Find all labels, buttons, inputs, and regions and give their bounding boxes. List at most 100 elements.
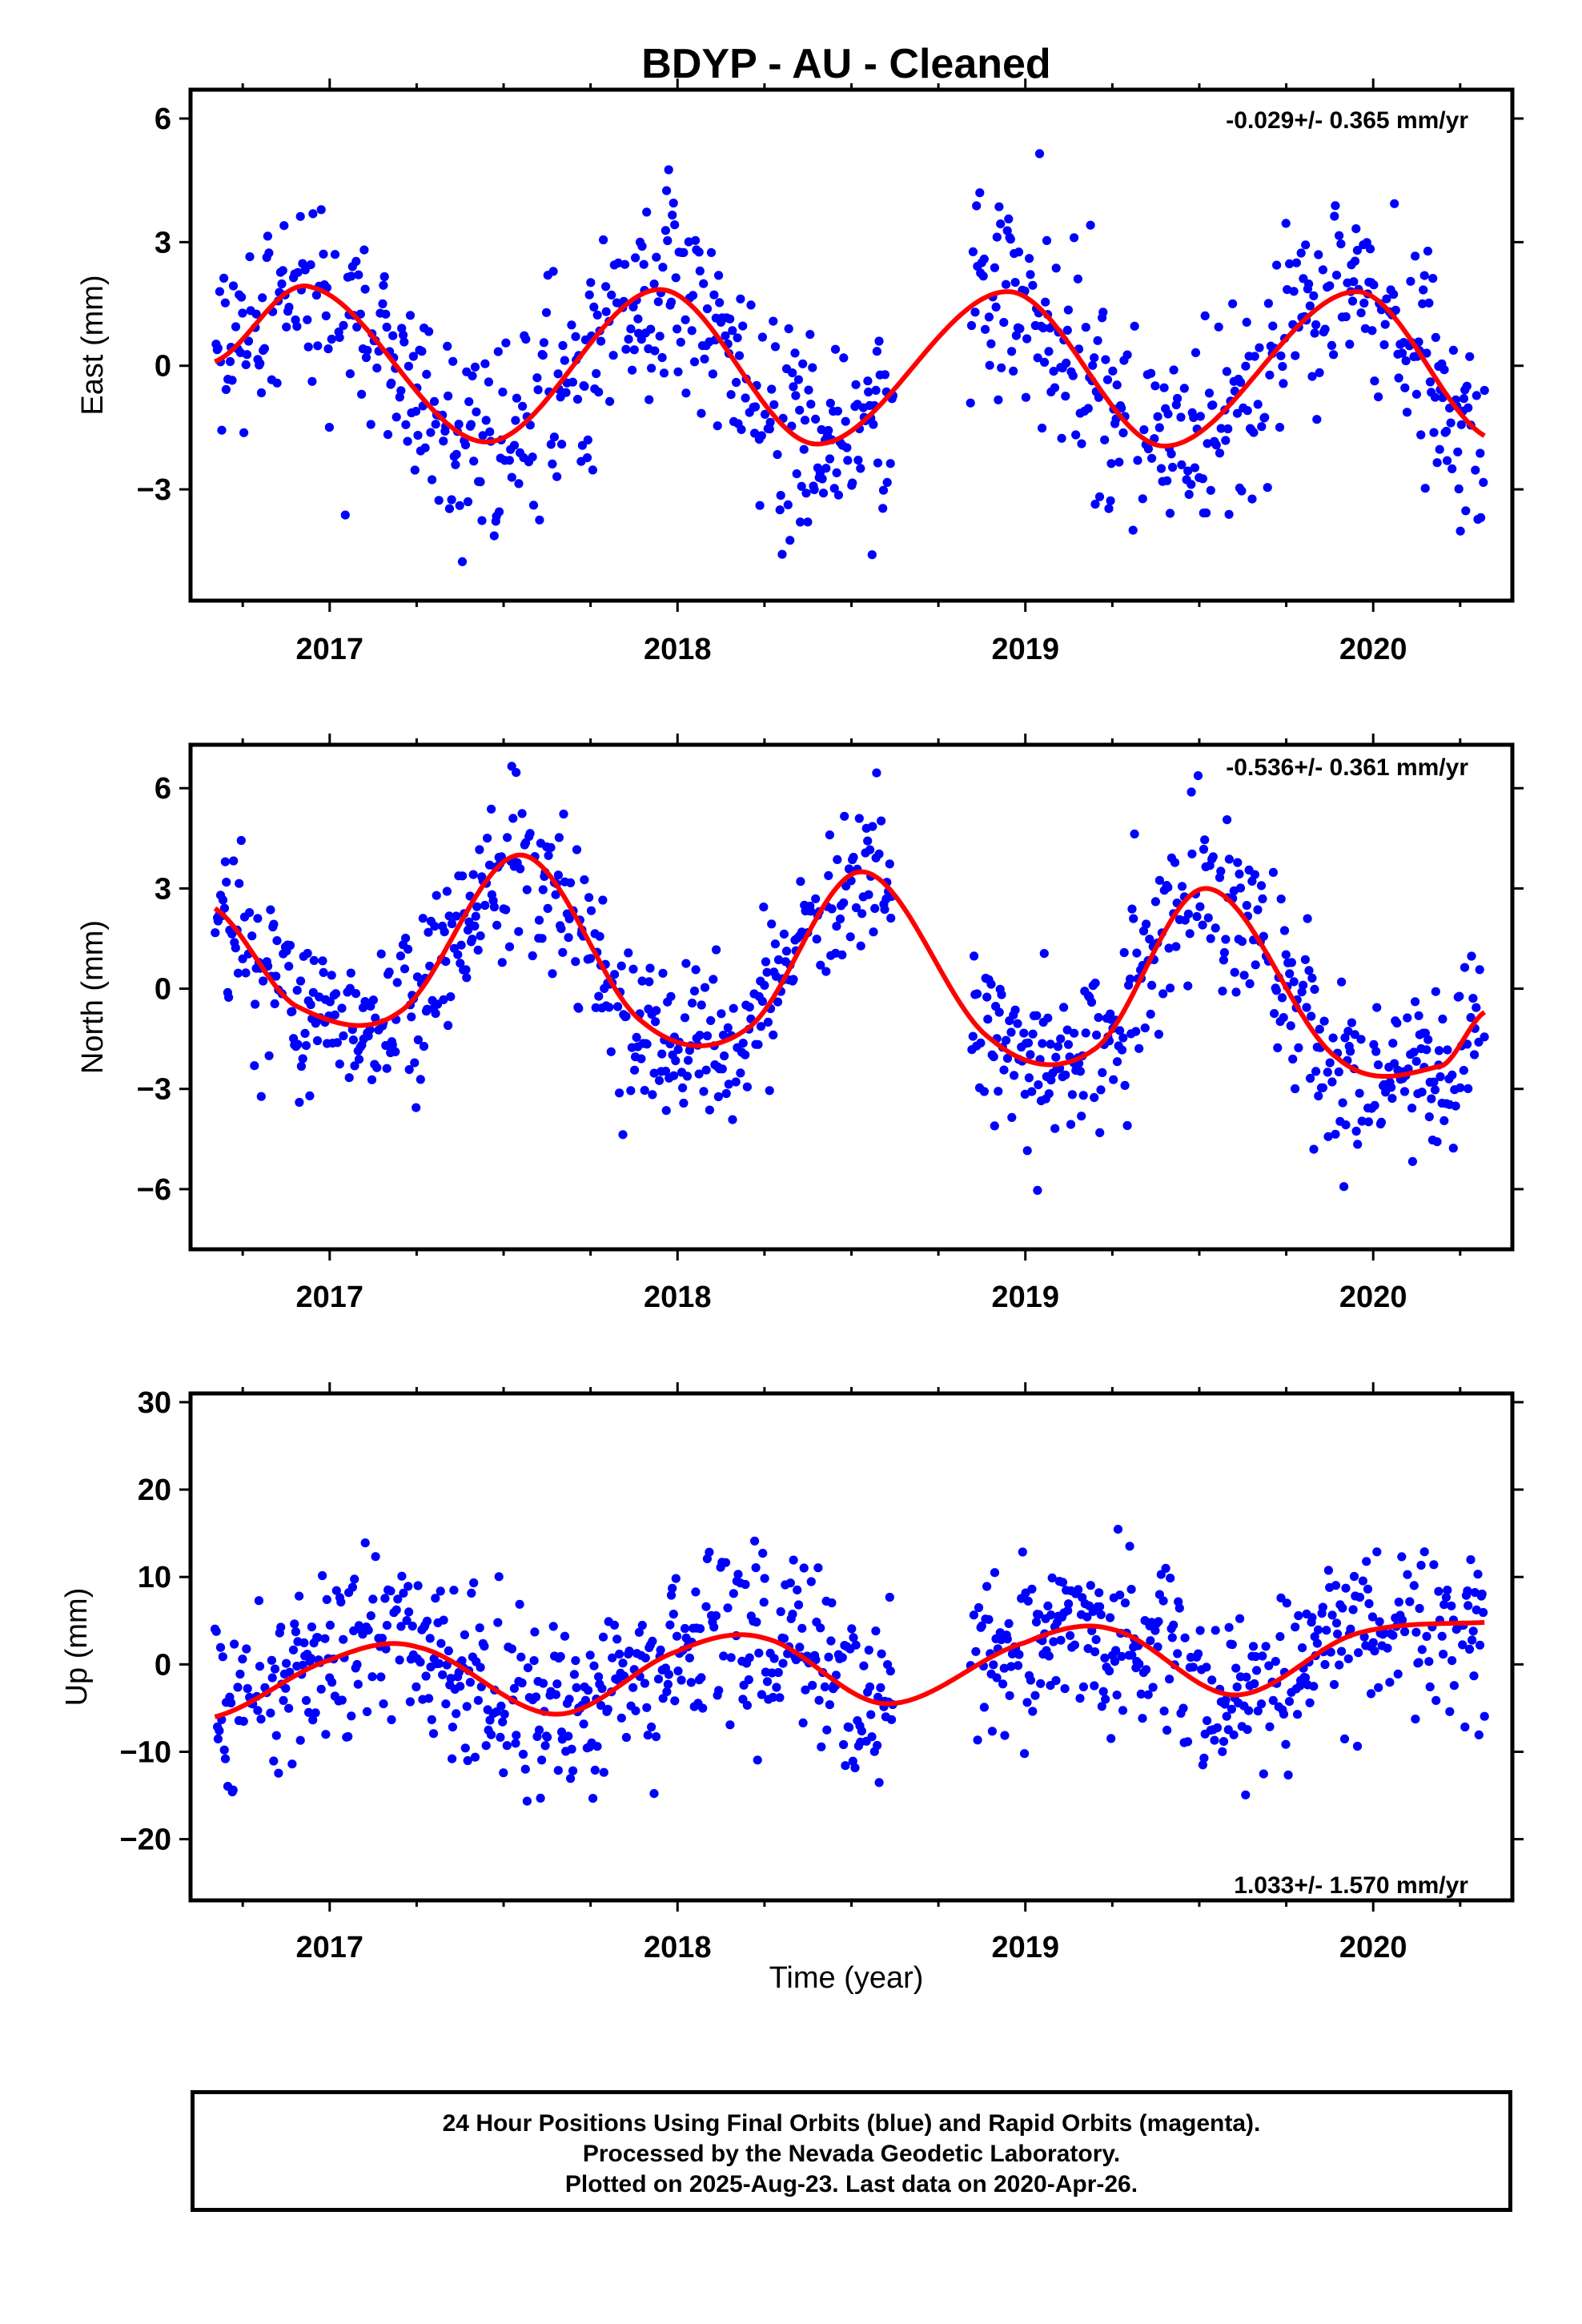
data-point (481, 416, 491, 425)
data-point (292, 986, 302, 995)
data-point (233, 968, 243, 978)
data-point (851, 380, 861, 389)
data-point (1309, 1682, 1319, 1691)
data-point (311, 1708, 320, 1718)
data-point (516, 864, 525, 874)
data-point (580, 381, 589, 391)
data-point (354, 1055, 364, 1064)
data-point (624, 1647, 634, 1656)
data-point (857, 909, 867, 919)
data-point (752, 1617, 761, 1627)
data-point (444, 911, 454, 921)
data-point (1288, 1054, 1298, 1064)
data-point (1057, 433, 1066, 443)
data-point (1291, 258, 1301, 267)
data-point (658, 263, 668, 272)
data-point (1273, 1043, 1283, 1052)
data-point (1411, 997, 1420, 1007)
data-point (1331, 1581, 1341, 1590)
data-point (1170, 858, 1180, 867)
data-point (851, 1640, 861, 1650)
data-point (1235, 869, 1244, 879)
data-point (441, 1699, 451, 1709)
y-tick-label: 10 (138, 1561, 171, 1594)
data-point (1271, 986, 1281, 995)
data-point (1162, 1725, 1172, 1735)
data-point (253, 1706, 263, 1715)
data-point (841, 416, 850, 426)
data-point (468, 935, 477, 944)
data-point (1241, 1790, 1251, 1799)
data-point (1051, 263, 1061, 273)
data-point (1462, 381, 1472, 391)
data-point (1425, 1682, 1435, 1691)
data-point (1136, 1689, 1146, 1699)
data-point (1456, 526, 1465, 536)
data-point (1309, 291, 1319, 300)
data-point (1379, 340, 1389, 350)
data-point (295, 211, 305, 221)
data-point (1134, 1043, 1144, 1053)
data-point (621, 1011, 631, 1021)
data-point (826, 1636, 836, 1646)
plot-frame (188, 742, 1515, 1252)
data-point (702, 304, 713, 314)
x-tick-label: 2019 (991, 1281, 1059, 1314)
data-point (1230, 967, 1239, 977)
data-point (820, 1682, 829, 1691)
data-point (851, 903, 861, 913)
data-point (1330, 211, 1339, 221)
data-point (1185, 929, 1195, 939)
data-point (745, 1003, 754, 1012)
data-point (673, 367, 683, 376)
data-point (781, 947, 792, 956)
data-point (1307, 973, 1317, 983)
data-point (1186, 480, 1196, 489)
data-point (1200, 835, 1210, 845)
data-point (325, 1620, 335, 1630)
data-point (1464, 403, 1473, 412)
data-point (456, 1682, 465, 1691)
data-point (1032, 1011, 1042, 1020)
data-point (1250, 1679, 1259, 1689)
data-point (1194, 1649, 1203, 1659)
data-point (1075, 1694, 1085, 1703)
data-point (339, 1031, 348, 1041)
data-point (400, 337, 409, 347)
data-point (1374, 1683, 1383, 1692)
data-point (381, 1644, 391, 1654)
data-point (630, 1065, 640, 1075)
data-point (270, 1664, 280, 1674)
data-point (1415, 1603, 1424, 1614)
data-point (1250, 870, 1259, 879)
data-point (558, 340, 568, 351)
data-point (621, 1732, 632, 1743)
data-point (847, 1624, 857, 1634)
data-point (292, 322, 302, 332)
data-point (238, 308, 247, 318)
data-point (553, 870, 564, 880)
data-point (1315, 368, 1324, 377)
data-point (1138, 926, 1149, 936)
data-point (1438, 1014, 1447, 1024)
data-point (500, 1709, 509, 1719)
data-point (1195, 902, 1205, 911)
data-point (849, 852, 858, 862)
data-point (1199, 1753, 1209, 1763)
data-point (1047, 1573, 1057, 1582)
y-tick-label: 3 (155, 872, 171, 906)
data-point (1040, 357, 1050, 367)
data-point (1390, 1059, 1399, 1068)
data-point (462, 1702, 472, 1711)
data-point (1428, 274, 1438, 283)
data-point (1424, 298, 1434, 308)
rate-label: 1.033+/- 1.570 mm/yr (1234, 1872, 1468, 1899)
data-point (1431, 1695, 1441, 1705)
data-point (789, 382, 798, 392)
data-point (399, 330, 408, 340)
data-point (1049, 367, 1058, 376)
data-point (1294, 1043, 1303, 1052)
data-point (1022, 1146, 1032, 1156)
data-point (285, 1667, 295, 1677)
data-point (1211, 923, 1220, 933)
